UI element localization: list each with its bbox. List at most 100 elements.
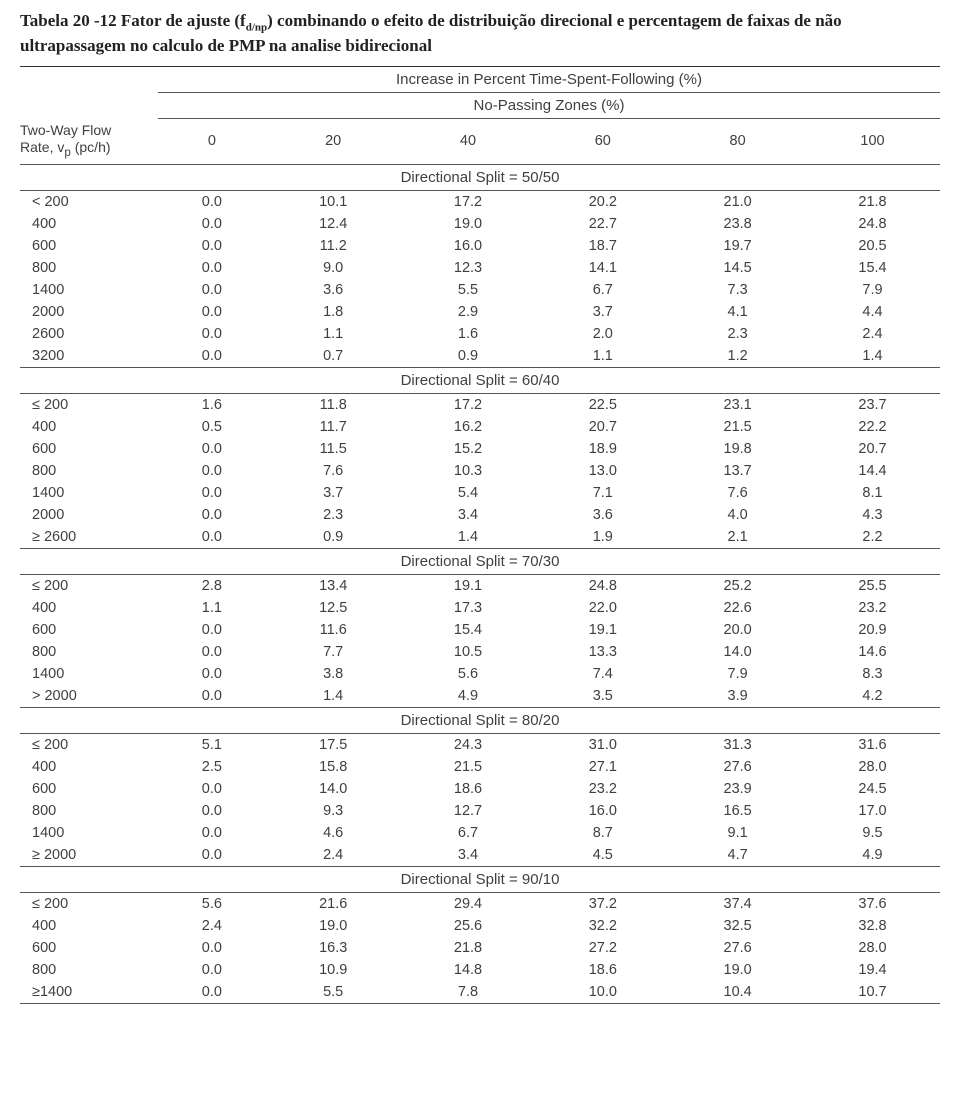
table-header: Increase in Percent Time-Spent-Following…	[20, 67, 940, 164]
data-cell: 1.8	[266, 301, 401, 323]
data-cell: 4.6	[266, 822, 401, 844]
data-cell: 0.0	[158, 937, 266, 959]
data-cell: 4.2	[805, 685, 940, 708]
data-cell: 10.5	[401, 641, 536, 663]
data-cell: 0.0	[158, 619, 266, 641]
data-cell: 2.1	[670, 526, 805, 549]
row-label: ≤ 200	[20, 393, 158, 416]
data-cell: 4.4	[805, 301, 940, 323]
data-cell: 4.7	[670, 844, 805, 867]
data-cell: 7.3	[670, 279, 805, 301]
data-cell: 0.0	[158, 438, 266, 460]
row-label: 800	[20, 641, 158, 663]
data-cell: 2.2	[805, 526, 940, 549]
data-cell: 12.7	[401, 800, 536, 822]
data-cell: 24.8	[805, 213, 940, 235]
data-cell: 1.4	[401, 526, 536, 549]
data-cell: 32.5	[670, 915, 805, 937]
data-cell: 6.7	[535, 279, 670, 301]
data-cell: 24.5	[805, 778, 940, 800]
data-cell: 10.0	[535, 981, 670, 1004]
data-cell: 16.0	[535, 800, 670, 822]
data-cell: 0.0	[158, 190, 266, 213]
data-cell: 13.7	[670, 460, 805, 482]
data-cell: 25.5	[805, 574, 940, 597]
row-label: 1400	[20, 279, 158, 301]
data-cell: 7.7	[266, 641, 401, 663]
col-header: 100	[805, 119, 940, 164]
data-cell: 3.4	[401, 504, 536, 526]
data-cell: 13.0	[535, 460, 670, 482]
data-cell: 4.3	[805, 504, 940, 526]
data-cell: 21.5	[401, 756, 536, 778]
data-cell: 3.7	[535, 301, 670, 323]
data-cell: 19.8	[670, 438, 805, 460]
data-cell: 18.6	[535, 959, 670, 981]
data-cell: 2.9	[401, 301, 536, 323]
data-cell: 23.2	[805, 597, 940, 619]
col-header: 80	[670, 119, 805, 164]
col-header: 60	[535, 119, 670, 164]
data-cell: 32.8	[805, 915, 940, 937]
table-body: Directional Split = 50/50< 2000.010.117.…	[20, 164, 940, 1003]
spanner-sub: No-Passing Zones (%)	[158, 93, 940, 119]
data-cell: 7.8	[401, 981, 536, 1004]
data-cell: 1.6	[401, 323, 536, 345]
row-label: < 200	[20, 190, 158, 213]
data-cell: 14.6	[805, 641, 940, 663]
data-cell: 0.0	[158, 301, 266, 323]
data-cell: 0.5	[158, 416, 266, 438]
data-cell: 0.0	[158, 279, 266, 301]
row-label: 600	[20, 235, 158, 257]
data-cell: 1.6	[158, 393, 266, 416]
data-cell: 19.0	[401, 213, 536, 235]
row-label: 3200	[20, 345, 158, 368]
data-cell: 11.2	[266, 235, 401, 257]
row-label: ≤ 200	[20, 892, 158, 915]
data-cell: 5.6	[158, 892, 266, 915]
data-cell: 14.0	[670, 641, 805, 663]
data-cell: 13.3	[535, 641, 670, 663]
data-cell: 27.6	[670, 937, 805, 959]
data-cell: 2.5	[158, 756, 266, 778]
data-cell: 20.5	[805, 235, 940, 257]
section-title: Directional Split = 80/20	[20, 707, 940, 733]
data-cell: 19.7	[670, 235, 805, 257]
data-cell: 28.0	[805, 937, 940, 959]
header-blank2	[20, 93, 158, 119]
row-label: 1400	[20, 482, 158, 504]
data-cell: 2.3	[266, 504, 401, 526]
data-cell: 17.2	[401, 190, 536, 213]
data-cell: 11.6	[266, 619, 401, 641]
data-cell: 31.6	[805, 733, 940, 756]
data-cell: 21.8	[805, 190, 940, 213]
data-cell: 2.3	[670, 323, 805, 345]
row-label: ≥ 2600	[20, 526, 158, 549]
data-cell: 23.8	[670, 213, 805, 235]
row-label: 800	[20, 800, 158, 822]
data-cell: 37.4	[670, 892, 805, 915]
data-cell: 20.9	[805, 619, 940, 641]
spanner-main: Increase in Percent Time-Spent-Following…	[158, 67, 940, 93]
data-cell: 14.8	[401, 959, 536, 981]
data-cell: 0.0	[158, 345, 266, 368]
data-cell: 0.0	[158, 685, 266, 708]
data-cell: 37.6	[805, 892, 940, 915]
data-cell: 0.0	[158, 257, 266, 279]
data-cell: 2.0	[535, 323, 670, 345]
data-cell: 19.0	[670, 959, 805, 981]
row-label: 800	[20, 959, 158, 981]
data-cell: 3.7	[266, 482, 401, 504]
data-cell: 27.1	[535, 756, 670, 778]
data-cell: 9.3	[266, 800, 401, 822]
data-cell: 15.4	[401, 619, 536, 641]
row-label: 600	[20, 438, 158, 460]
data-cell: 21.0	[670, 190, 805, 213]
data-cell: 14.5	[670, 257, 805, 279]
data-cell: 7.9	[805, 279, 940, 301]
row-label: 600	[20, 937, 158, 959]
data-cell: 2.4	[158, 915, 266, 937]
data-cell: 11.7	[266, 416, 401, 438]
data-cell: 9.5	[805, 822, 940, 844]
data-cell: 17.5	[266, 733, 401, 756]
